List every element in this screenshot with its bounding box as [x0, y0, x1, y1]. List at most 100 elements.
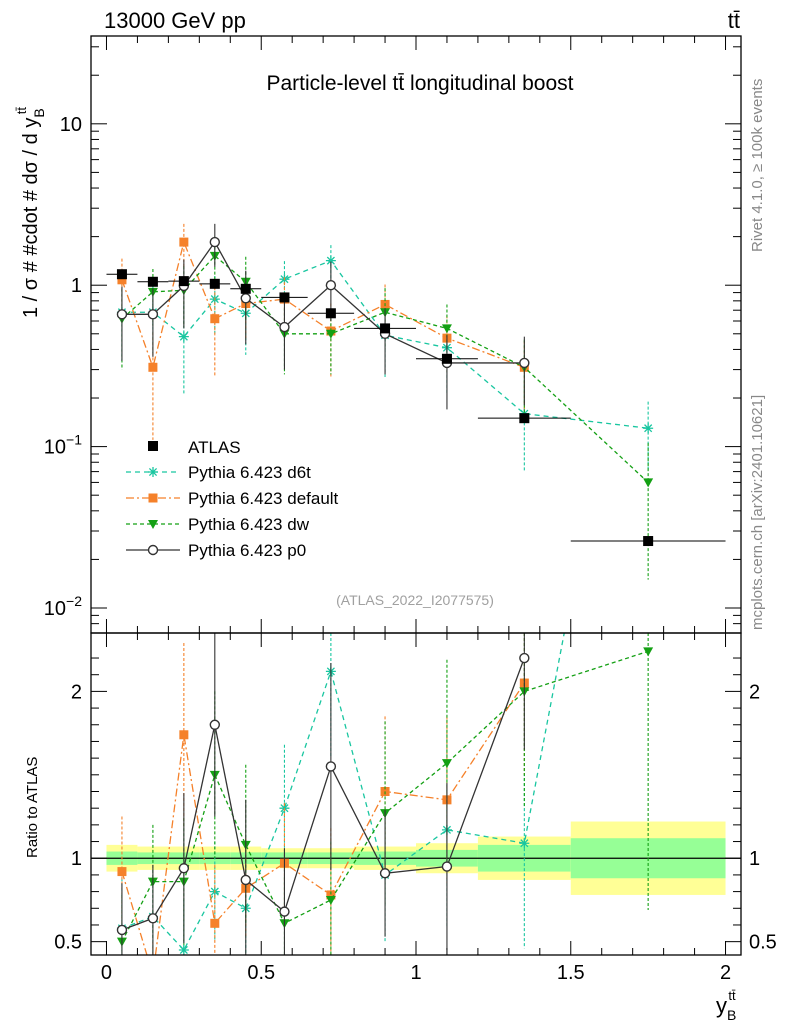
y-axis-label-main: 1 / σ # #cdot # dσ / d y [20, 118, 42, 318]
x-tick-label: 0 [101, 962, 112, 984]
atlas-point [116, 269, 127, 280]
series-2-ratio-point [643, 647, 654, 657]
series-3-point [209, 236, 221, 248]
atlas-point [380, 323, 391, 334]
series-1-ratio-point [326, 890, 336, 900]
series-1-point [179, 237, 189, 247]
series-0-ratio-line [121, 633, 565, 952]
series-2-point [325, 329, 336, 339]
legend-marker-series-1 [148, 493, 158, 503]
y-tick-label: 10−1 [44, 432, 82, 459]
atlas-point [441, 353, 452, 364]
series-3-ratio-point [209, 719, 221, 730]
series-1-ratio-point [117, 867, 127, 877]
y-tick-label: 10−2 [44, 593, 82, 620]
legend-label-atlas: ATLAS [188, 438, 241, 457]
atlas-point [519, 413, 530, 424]
y-axis-label-sub: B [31, 108, 47, 117]
ratio-uncertainty-bands [91, 821, 741, 895]
atlas-data-layer [106, 269, 726, 547]
series-0-line [121, 259, 649, 429]
series-3-ratio-point [147, 913, 159, 924]
series-1-ratio-point [179, 730, 189, 740]
atlas-point [209, 278, 220, 289]
series-0-ratio-point [178, 944, 189, 955]
atlas-point [643, 536, 654, 547]
chart-title: Particle-level tt̄ longitudinal boost [266, 72, 573, 95]
header-right: tt̄ [728, 8, 740, 33]
series-2-ratio-point [325, 895, 336, 905]
x-tick-label: 1 [410, 962, 421, 984]
series-0-point [178, 331, 189, 342]
series-2-ratio-point [441, 759, 452, 769]
y-axis-label-sup: tt̄ [14, 107, 29, 115]
series-3-point [279, 321, 290, 333]
series-0-point [643, 423, 654, 434]
y-tick-label: 1 [71, 275, 82, 297]
series-1-point [148, 362, 158, 372]
series-1-ratio-point [210, 918, 220, 928]
ratio-tick-label-right: 2 [749, 681, 760, 703]
y-tick-base: 10 [60, 114, 82, 136]
legend-marker-atlas [148, 441, 158, 451]
legend-label-series-2: Pythia 6.423 dw [188, 515, 310, 534]
x-axis-label: yBtt̄ [716, 988, 736, 1023]
y-tick-label: 10 [60, 114, 82, 136]
series-3-ratio-line [121, 657, 525, 931]
legend-marker-series-2 [148, 520, 158, 529]
series-3-ratio-point [441, 861, 453, 872]
x-axis-label-sup: tt̄ [728, 988, 736, 1003]
series-3-point [116, 309, 128, 320]
series-0-point [325, 255, 336, 266]
series-1-point [210, 314, 220, 324]
atlas-point [178, 276, 189, 287]
series-3-point [519, 357, 530, 369]
series-3-ratio-point [279, 906, 290, 917]
series-3-line [121, 240, 525, 364]
series-3-ratio-point [379, 868, 391, 879]
y-axis-label: 1 / σ # #cdot # dσ / d yBtt̄ [14, 107, 47, 318]
legend-label-series-3: Pythia 6.423 p0 [188, 541, 306, 560]
series-3-point [240, 293, 251, 304]
ratio-tick-label-left: 2 [71, 681, 82, 703]
legend: ATLAS Pythia 6.423 d6t Pythia 6.423 defaul… [126, 438, 339, 560]
ratio-panel-frame [90, 632, 742, 956]
ratio-tick-label-right: 0.5 [749, 932, 777, 954]
y-tick-base: 1 [71, 275, 82, 297]
series-3-ratio-point [240, 874, 251, 886]
legend-marker-series-3 [147, 544, 159, 556]
atlas-point [147, 276, 158, 287]
side-label-bottom: mcplots.cern.ch [arXiv:2401.10621] [749, 395, 766, 630]
series-2-point [441, 324, 452, 334]
series-3-ratio-point [519, 652, 530, 664]
side-label-top: Rivet 4.1.0, ≥ 100k events [749, 79, 766, 252]
series-0-ratio-point [519, 838, 530, 849]
x-tick-label: 2 [720, 962, 731, 984]
legend-label-series-1: Pythia 6.423 default [188, 489, 339, 508]
series-1-ratio-line [121, 682, 525, 955]
series-3-ratio-point [325, 761, 337, 772]
watermark: (ATLAS_2022_I2077575) [336, 592, 494, 608]
y-tick-exponent: −2 [66, 593, 82, 609]
atlas-point [240, 283, 251, 294]
series-2-point [643, 478, 654, 488]
legend-label-series-0: Pythia 6.423 d6t [188, 463, 311, 482]
x-tick-label: 0.5 [247, 962, 275, 984]
atlas-point [279, 292, 290, 303]
main-series-layer [116, 223, 654, 580]
series-3-ratio-point [116, 924, 128, 936]
ratio-tick-label-left: 0.5 [54, 932, 82, 954]
series-1-point [117, 275, 127, 285]
series-3-ratio-point [178, 863, 190, 874]
y-tick-base: 10 [44, 437, 66, 459]
x-tick-label: 1.5 [557, 962, 585, 984]
series-3-point [325, 280, 337, 291]
ratio-tick-label-right: 1 [749, 848, 760, 870]
header-left: 13000 GeV pp [104, 8, 246, 33]
ratio-tick-label-left: 1 [71, 848, 82, 870]
series-1-line [121, 239, 525, 370]
ratio-series-layer [116, 633, 654, 955]
series-2-line [121, 254, 649, 483]
